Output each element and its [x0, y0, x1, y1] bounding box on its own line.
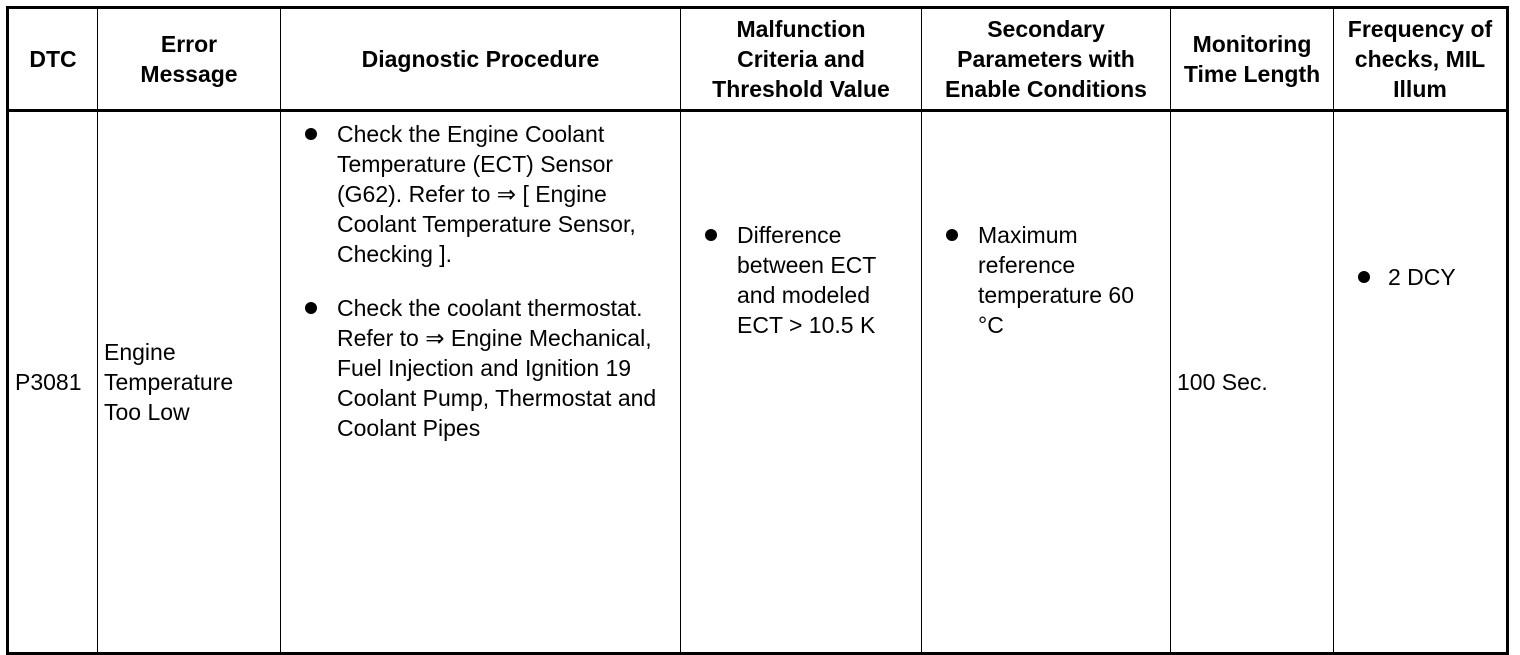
cell-monitoring-time: 100 Sec.	[1170, 110, 1334, 654]
header-row: DTC Error Message Diagnostic Procedure M…	[7, 7, 1508, 112]
table-row: P3081 Engine Temperature Too Low Check t…	[7, 110, 1508, 654]
header-secondary-parameters: Secondary Parameters with Enable Conditi…	[921, 7, 1171, 112]
bullet-dot-icon	[1358, 271, 1370, 283]
diagnostic-step-2: Check the coolant thermostat. Refer to ⇒…	[337, 295, 657, 441]
list-item: Check the coolant thermostat. Refer to ⇒…	[281, 293, 680, 443]
bullet-dot-icon	[946, 229, 958, 241]
bullet-dot-icon	[705, 229, 717, 241]
cell-error-message-text: Engine Temperature Too Low	[104, 339, 234, 425]
diagnostic-step-1: Check the Engine Coolant Temperature (EC…	[337, 121, 636, 267]
cell-dtc: P3081	[7, 110, 98, 654]
header-monitoring-time: Monitoring Time Length	[1170, 7, 1334, 112]
bullet-dot-icon	[305, 302, 317, 314]
list-item: Maximum reference temperature 60 °C	[922, 220, 1170, 340]
cell-diagnostic-procedure: Check the Engine Coolant Temperature (EC…	[280, 110, 681, 654]
bullet-dot-icon	[305, 128, 317, 140]
cell-malfunction-criteria: Difference between ECT and modeled ECT >…	[680, 110, 922, 654]
malfunction-criterion-1: Difference between ECT and modeled ECT >…	[737, 222, 876, 338]
header-malfunction-criteria: Malfunction Criteria and Threshold Value	[680, 7, 922, 112]
header-secondary-parameters-text: Secondary Parameters with Enable Conditi…	[945, 16, 1147, 102]
header-monitoring-time-text: Monitoring Time Length	[1183, 31, 1321, 87]
header-error-message: Error Message	[97, 7, 281, 112]
cell-error-message: Engine Temperature Too Low	[97, 110, 281, 654]
header-dtc: DTC	[7, 7, 98, 112]
dtc-table: DTC Error Message Diagnostic Procedure M…	[6, 6, 1509, 655]
diagnostic-procedure-list: Check the Engine Coolant Temperature (EC…	[281, 119, 680, 443]
header-frequency: Frequency of checks, MIL Illum	[1333, 7, 1508, 112]
dtc-table-container: DTC Error Message Diagnostic Procedure M…	[6, 6, 1509, 655]
malfunction-criteria-list: Difference between ECT and modeled ECT >…	[681, 220, 921, 340]
cell-frequency: 2 DCY	[1333, 110, 1508, 654]
secondary-parameter-1: Maximum reference temperature 60 °C	[978, 222, 1134, 338]
frequency-list: 2 DCY	[1334, 262, 1506, 292]
list-item: Difference between ECT and modeled ECT >…	[681, 220, 921, 340]
list-item: 2 DCY	[1334, 262, 1506, 292]
header-frequency-text: Frequency of checks, MIL Illum	[1347, 16, 1493, 102]
secondary-parameters-list: Maximum reference temperature 60 °C	[922, 220, 1170, 340]
header-error-message-text: Error Message	[140, 31, 238, 87]
cell-secondary-parameters: Maximum reference temperature 60 °C	[921, 110, 1171, 654]
header-malfunction-criteria-text: Malfunction Criteria and Threshold Value	[712, 16, 890, 102]
list-item: Check the Engine Coolant Temperature (EC…	[281, 119, 680, 269]
frequency-value-1: 2 DCY	[1388, 264, 1456, 290]
header-diagnostic-procedure: Diagnostic Procedure	[280, 7, 681, 112]
